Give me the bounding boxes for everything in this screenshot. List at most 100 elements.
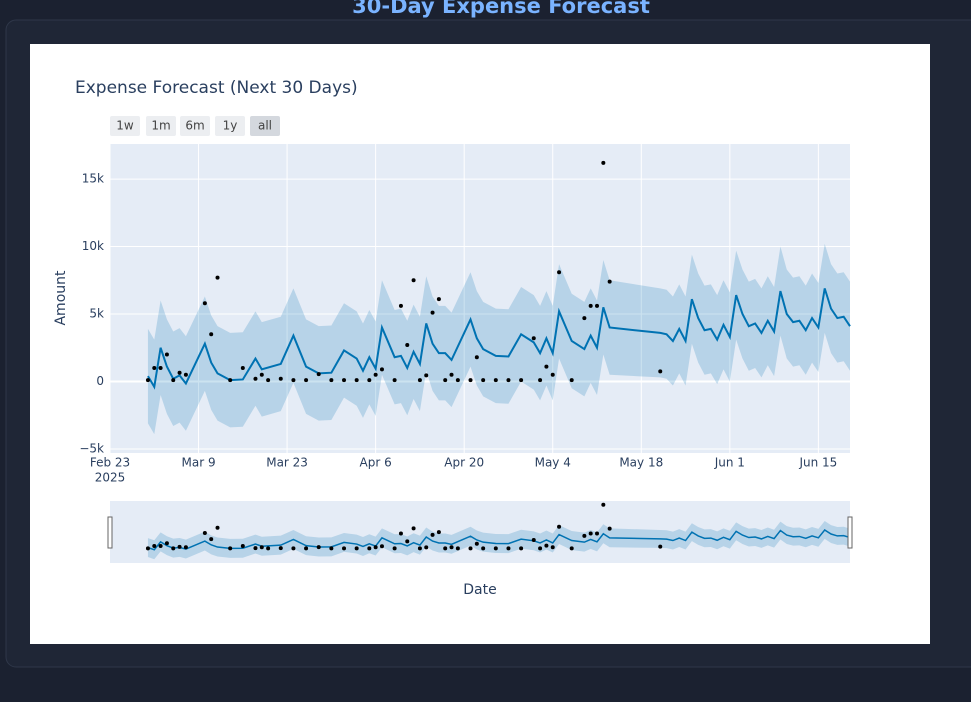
y-tick-label: 15k (82, 172, 104, 186)
actual-point (329, 546, 334, 551)
plot-area (110, 144, 850, 453)
actual-point (304, 546, 309, 551)
actual-point (468, 546, 473, 551)
actual-point (449, 545, 454, 550)
actual-point (506, 378, 511, 383)
range-button[interactable] (215, 116, 245, 136)
actual-point (569, 546, 574, 551)
actual-point (557, 524, 562, 529)
x-tick-label: Mar 9 (182, 456, 216, 470)
actual-point (278, 546, 283, 551)
actual-point (316, 545, 321, 550)
actual-point (411, 526, 416, 531)
y-tick-label: 10k (82, 239, 104, 253)
actual-point (474, 541, 479, 546)
actual-point (493, 378, 498, 383)
actual-point (164, 352, 169, 357)
actual-point (304, 378, 309, 383)
slider-handle[interactable] (847, 516, 853, 549)
actual-point (531, 537, 536, 542)
actual-point (658, 544, 663, 549)
actual-point (392, 378, 397, 383)
actual-point (607, 279, 612, 284)
range-button-label[interactable]: 6m (185, 119, 204, 133)
actual-point (424, 373, 429, 378)
forecast-line (147, 288, 851, 390)
actual-point (152, 543, 157, 548)
uncertainty-band (147, 521, 850, 560)
actual-point (177, 544, 182, 549)
actual-point (215, 275, 220, 280)
actual-point (519, 546, 524, 551)
actual-point (538, 378, 543, 383)
actual-point (557, 270, 562, 275)
actual-point (145, 378, 150, 383)
actual-point (405, 539, 410, 544)
y-tick-label: 5k (89, 307, 104, 321)
actual-point (588, 303, 593, 308)
actual-point (519, 378, 524, 383)
actual-point (158, 365, 163, 370)
actual-point (379, 544, 384, 549)
actual-point (177, 370, 182, 375)
actual-point (145, 546, 150, 551)
range-button-label[interactable]: 1y (223, 119, 238, 133)
actual-point (658, 369, 663, 374)
range-button-label[interactable]: 1m (151, 119, 170, 133)
actual-point (164, 541, 169, 546)
actual-point (158, 543, 163, 548)
x-tick-label: Mar 23 (266, 456, 308, 470)
actual-point (582, 533, 587, 538)
actual-point (209, 537, 214, 542)
actual-point (550, 545, 555, 550)
actual-point (455, 546, 460, 551)
actual-point (424, 545, 429, 550)
range-button-label[interactable]: 1w (116, 119, 134, 133)
actual-point (202, 530, 207, 535)
actual-point (266, 378, 271, 383)
range-button-label[interactable]: all (258, 119, 272, 133)
actual-point (417, 378, 422, 383)
actual-point (531, 336, 536, 341)
actual-point (373, 372, 378, 377)
actual-point (474, 355, 479, 360)
y-tick-label: −5k (79, 441, 104, 455)
actual-point (436, 530, 441, 535)
x-tick-label: May 18 (619, 456, 663, 470)
range-button[interactable] (180, 116, 210, 136)
actual-point (278, 376, 283, 381)
actual-point (183, 372, 188, 377)
actual-point (449, 372, 454, 377)
actual-point (354, 378, 359, 383)
actual-point (398, 303, 403, 308)
x-axis-title: Date (463, 582, 496, 598)
range-button[interactable] (110, 116, 140, 136)
actual-point (329, 378, 334, 383)
actual-point (481, 546, 486, 551)
actual-point (291, 378, 296, 383)
actual-point (569, 378, 574, 383)
actual-point (493, 546, 498, 551)
range-button[interactable] (250, 116, 280, 136)
actual-point (228, 378, 233, 383)
x-tick-label: Jun 1 (714, 456, 745, 470)
x-tick-label: Apr 20 (444, 456, 484, 470)
actual-point (367, 378, 372, 383)
chart-title: Expense Forecast (Next 30 Days) (75, 78, 358, 98)
range-button[interactable] (146, 116, 176, 136)
actual-point (582, 316, 587, 321)
actual-point (538, 546, 543, 551)
actual-point (550, 372, 555, 377)
actual-point (506, 546, 511, 551)
actual-point (228, 546, 233, 551)
slider-handle[interactable] (107, 516, 113, 549)
actual-point (379, 367, 384, 372)
actual-point (595, 303, 600, 308)
actual-point (411, 278, 416, 283)
actual-point (152, 365, 157, 370)
actual-point (468, 378, 473, 383)
actual-point (253, 376, 258, 381)
range-slider[interactable] (110, 501, 850, 563)
actual-point (259, 545, 264, 550)
